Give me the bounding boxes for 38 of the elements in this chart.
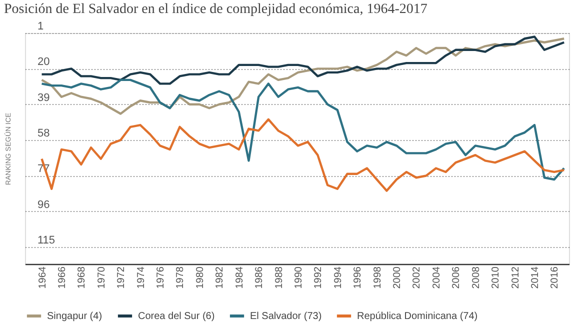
x-tick-label: 1964 [37,266,48,289]
legend-label: República Dominicana (74) [357,311,478,322]
y-tick-label: 20 [38,56,50,68]
legend-label: Singapur (4) [47,311,102,322]
x-tick-label: 2012 [510,266,522,289]
x-tick-label: 1988 [274,266,285,289]
x-tick-label: 1996 [352,266,364,289]
x-tick-label: 2014 [530,266,542,289]
x-tick-label: 2002 [412,266,423,289]
legend-label: Corea del Sur (6) [138,311,215,322]
x-tick-label: 1982 [214,266,226,289]
x-tick-label: 2016 [550,266,561,289]
legend-label: El Salvador (73) [250,311,322,322]
x-tick-label: 1998 [372,266,384,289]
x-tick-label: 1972 [116,266,128,289]
y-tick-label: 96 [38,198,50,211]
y-tick-label: 39 [38,92,50,104]
x-tick-label: 1978 [175,266,186,289]
x-tick-label: 2000 [392,266,404,289]
x-tick-label: 1970 [96,266,108,289]
x-tick-label: 1986 [254,266,266,289]
x-tick-label: 1968 [76,266,88,289]
x-tick-label: 1976 [156,266,167,289]
y-tick-label: 115 [38,234,56,247]
x-tick-label: 1992 [313,266,324,289]
x-tick-label: 1966 [56,266,68,289]
x-tick-label: 1980 [194,266,206,289]
x-tick-label: 2010 [490,266,502,289]
x-tick-label: 2004 [431,266,442,289]
chart-title: Posición de El Salvador en el índice de complejidad económica, 1964-2017 [4,2,428,17]
x-tick-label: 1974 [136,266,147,289]
x-tick-label: 1994 [332,266,344,289]
x-tick-label: 2008 [470,266,482,289]
y-tick-label: 58 [38,128,50,140]
x-tick-label: 1990 [293,266,304,289]
x-tick-label: 2006 [451,266,462,289]
x-tick-label: 1984 [234,266,246,289]
y-tick-label: 1 [38,20,44,32]
